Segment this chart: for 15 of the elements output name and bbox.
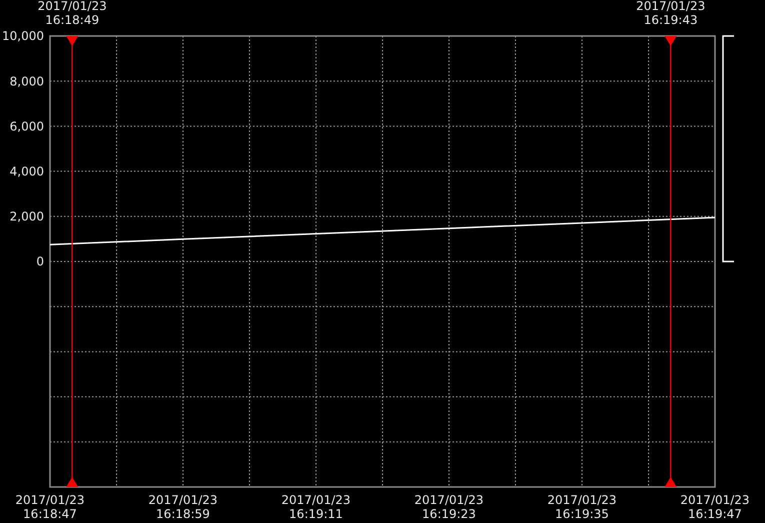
y-tick-label: 10,000 [2,29,44,44]
ref-line-label: 2017/01/23 16:18:49 [38,0,107,27]
y-tick-label: 4,000 [10,164,44,178]
y-tick-label: 8,000 [10,74,44,88]
x-tick-label: 2017/01/23 16:19:35 [547,493,617,521]
y-tick-label: 6,000 [10,119,44,134]
x-tick-label: 2017/01/23 16:18:47 [15,493,85,521]
x-tick-label: 2017/01/23 16:19:23 [414,493,484,521]
ref-line-label: 2017/01/23 16:19:43 [636,0,706,27]
y-tick-label: 2,000 [10,210,44,224]
line-series [49,216,716,246]
x-tick-label: 2017/01/23 16:19:47 [680,493,750,521]
x-tick-label: 2017/01/23 16:18:59 [148,493,218,521]
x-tick-label: 2017/01/23 16:19:11 [281,493,351,521]
y-tick-label: 0 [36,254,44,269]
